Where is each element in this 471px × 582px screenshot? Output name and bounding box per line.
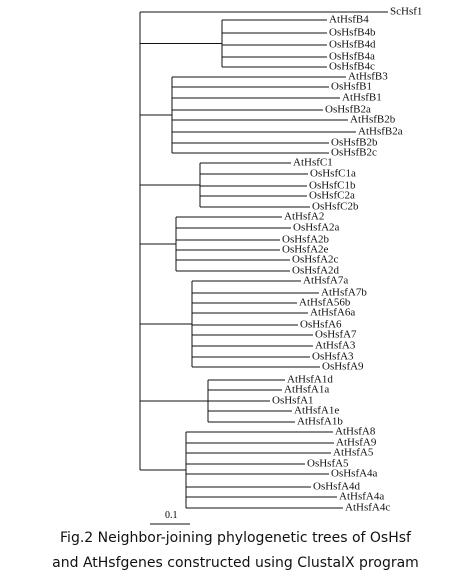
- leaf-label: OsHsfA2c: [292, 254, 339, 266]
- leaf-label: OsHsfB4a: [329, 51, 375, 63]
- leaf-label: AtHsfB4: [329, 14, 369, 26]
- caption-line: and AtHsfgenes constructed using Clustal…: [52, 555, 419, 571]
- leaf-label: OsHsfC2b: [312, 201, 359, 213]
- leaf-label: AtHsfA5: [333, 447, 374, 459]
- caption-line: Fig.2 Neighbor-joining phylogenetic tree…: [60, 530, 411, 546]
- leaf-label: AtHsfA1d: [287, 374, 333, 386]
- leaf-label: OsHsfA6: [300, 319, 342, 331]
- leaf-label: OsHsfC1b: [309, 180, 356, 192]
- leaf-label: AtHsfA56b: [299, 297, 351, 309]
- leaf-label: AtHsfA3: [315, 340, 356, 352]
- leaf-label: AtHsfA1a: [284, 384, 329, 396]
- leaf-label: AtHsfC1: [293, 157, 333, 169]
- leaf-label: OsHsfA2d: [292, 265, 340, 277]
- leaf-label: AtHsfB2a: [358, 126, 403, 138]
- leaf-label: AtHsfA2: [284, 211, 324, 223]
- leaf-label: OsHsfB2a: [325, 104, 371, 116]
- leaf-label: OsHsfB4c: [329, 61, 375, 73]
- leaf-label: AtHsfA6a: [310, 307, 355, 319]
- leaf-label: AtHsfB1: [342, 92, 382, 104]
- leaf-label: OsHsfA2e: [282, 244, 329, 256]
- leaf-label: OsHsfA4d: [313, 481, 361, 493]
- leaf-label: AtHsfA9: [336, 437, 377, 449]
- leaf-label: OsHsfA2a: [293, 222, 340, 234]
- leaf-label: AtHsfB2b: [350, 114, 396, 126]
- leaf-label: OsHsfA4a: [331, 468, 378, 480]
- phylogenetic-tree: 0.1 ScHsf1AtHsfB4OsHsfB4bOsHsfB4dOsHsfB4…: [139, 6, 422, 525]
- leaf-label: OsHsfA9: [322, 361, 364, 373]
- leaf-label: OsHsfA5: [307, 458, 349, 470]
- leaf-label: AtHsfA1b: [297, 416, 343, 428]
- leaf-label: OsHsfB2b: [331, 137, 378, 149]
- leaf-label: AtHsfA1e: [294, 405, 339, 417]
- leaf-label: OsHsfA2b: [282, 234, 330, 246]
- leaf-label: ScHsf1: [390, 6, 422, 18]
- leaf-label: AtHsfA4c: [345, 502, 390, 514]
- leaf-label: OsHsfB2c: [331, 147, 377, 159]
- leaf-label: OsHsfA3: [312, 351, 354, 363]
- leaf-label: OsHsfA1: [272, 395, 314, 407]
- leaf-label: AtHsfA4a: [339, 491, 384, 503]
- leaf-label: OsHsfC1a: [310, 168, 356, 180]
- leaf-label: AtHsfA7a: [303, 275, 348, 287]
- leaf-label: AtHsfA7b: [321, 287, 367, 299]
- leaf-label: OsHsfB4b: [329, 27, 376, 39]
- leaf-label: AtHsfB3: [348, 71, 388, 83]
- leaf-label: OsHsfB1: [331, 81, 372, 93]
- leaf-label: OsHsfC2a: [309, 190, 355, 202]
- scale-label: 0.1: [165, 510, 178, 521]
- leaf-label: AtHsfA8: [335, 426, 376, 438]
- leaf-label: OsHsfB4d: [329, 39, 376, 51]
- leaf-label: OsHsfA7: [315, 329, 357, 341]
